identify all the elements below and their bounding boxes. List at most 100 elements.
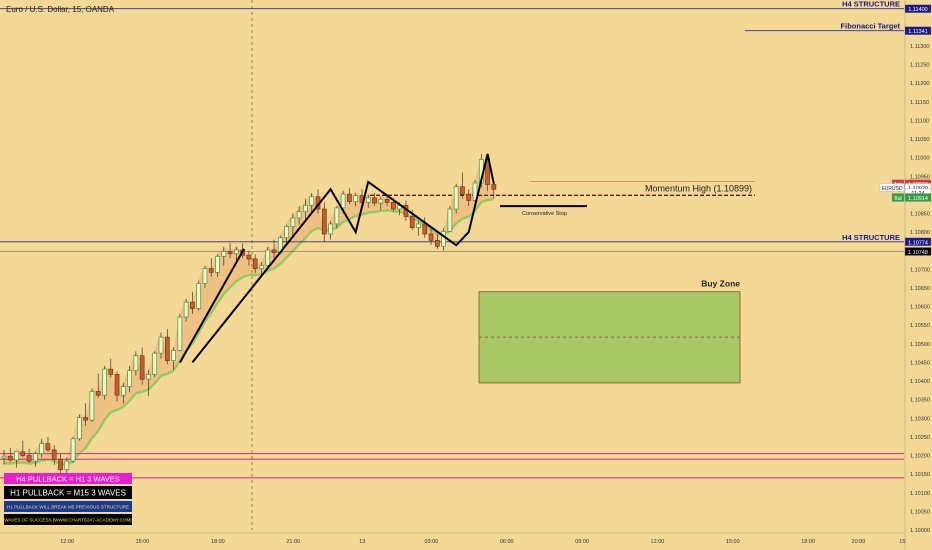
candle-body — [164, 336, 170, 361]
x-tick-label: 15 — [899, 539, 905, 545]
price-tag-label: Bid — [894, 196, 901, 202]
price-tag-value: 1.10774 — [908, 240, 928, 246]
y-tick-label: 1.10300 — [910, 416, 930, 422]
candle-body — [20, 451, 26, 456]
info-box-h4 — [4, 473, 132, 484]
candle-body — [347, 193, 352, 202]
y-tick-label: 1.11300 — [910, 44, 929, 50]
ema-fill — [4, 155, 494, 467]
candle-body — [422, 223, 428, 235]
candle-body — [328, 223, 333, 235]
y-tick-label: 1.10150 — [910, 472, 930, 478]
y-tick-label: 1.11100 — [910, 118, 929, 124]
price-tag-value: 1.10748 — [908, 250, 928, 256]
info-box-waves — [4, 514, 132, 525]
chart-title: Euro / U.S. Dollar, 15, OANDA — [6, 5, 115, 14]
y-tick-label: 1.11000 — [910, 156, 929, 162]
candle-body — [460, 186, 465, 195]
x-tick-label: 18:00 — [801, 539, 815, 545]
candle-body — [428, 233, 434, 241]
buy-zone[interactable] — [478, 291, 741, 384]
candle-body — [83, 417, 88, 421]
candle-body — [114, 374, 120, 396]
info-box-h1 — [4, 486, 132, 499]
candle-body — [309, 196, 315, 206]
y-tick-label: 1.10500 — [910, 342, 930, 348]
candle-body — [334, 207, 340, 225]
x-tick-label: 12:00 — [60, 539, 74, 545]
candle-body — [39, 443, 45, 455]
x-tick-label: 18:00 — [211, 539, 225, 545]
y-tick-label: 1.10550 — [910, 323, 930, 329]
buy-zone-label: Buy Zone — [701, 279, 740, 289]
candle-body — [271, 249, 277, 253]
candle-body — [409, 216, 415, 229]
x-axis[interactable]: 12:00 15:00 18:00 21:00 13 03:00 06:00 09:00 12:… — [0, 532, 932, 545]
y-tick-label: 1.10950 — [910, 174, 930, 180]
candle-body — [303, 204, 308, 212]
candle-body — [51, 449, 57, 460]
y-tick-label: 1.10600 — [910, 305, 930, 311]
info-text-h4: H4 PULLBACK = H1 3 WAVES — [16, 475, 120, 484]
info-box-break — [4, 501, 132, 512]
y-tick-label: 1.10200 — [910, 454, 930, 460]
info-boxes: H4 PULLBACK = H1 3 WAVES H1 PULLBACK = M1… — [4, 473, 132, 525]
buy-zone-layer[interactable]: Buy Zone — [478, 279, 741, 384]
x-tick-label: 03:00 — [424, 539, 438, 545]
candle-body — [139, 355, 145, 380]
candle-body — [265, 249, 271, 266]
x-tick-label: 12:00 — [651, 539, 665, 545]
candle-body — [259, 265, 264, 269]
candle-body — [14, 451, 19, 461]
candle-body — [45, 443, 51, 451]
x-tick-label: 21:00 — [286, 539, 300, 545]
structure-label: H4 STRUCTURE — [842, 233, 900, 242]
price-tag — [904, 4, 932, 13]
price-tag-value: 1.11400 — [908, 7, 927, 13]
y-tick-label: 1.10800 — [910, 230, 930, 236]
structure-label: H4 STRUCTURE — [842, 0, 900, 9]
candle-body — [365, 197, 371, 203]
candle-body — [1, 455, 7, 459]
y-tick-label: 1.10450 — [910, 360, 930, 366]
conservative-stop-label: Conservative Stop — [522, 211, 567, 217]
y-axis[interactable]: 1.11400 1.11300 1.11250 1.11200 1.11150 1.111… — [879, 0, 932, 550]
price-levels: H4 STRUCTURE Fibonacci Target H4 STRUCTURE… — [0, 0, 904, 479]
candle-body — [384, 199, 390, 203]
candle-body — [64, 460, 70, 471]
candle-body — [77, 417, 82, 440]
x-tick-label: 09:00 — [575, 539, 589, 545]
candle-body — [466, 193, 472, 201]
info-text-waves: WAVES OF SUCCESS [WWW.CHARTS247-ACADEMY.… — [4, 518, 131, 523]
x-tick-label: 06:00 — [500, 539, 514, 545]
candle-body — [391, 201, 396, 210]
price-tag-badge — [879, 183, 905, 192]
price-tag-value: 1.10914 — [908, 196, 928, 202]
candle-body — [152, 352, 158, 375]
candle-body — [234, 249, 239, 255]
y-tick-label: 1.10050 — [910, 509, 930, 515]
candle-body — [340, 193, 346, 209]
candle-body — [378, 199, 384, 204]
candle-body — [372, 197, 377, 204]
momentum-high-label: Momentum High (1.10899) — [645, 183, 752, 193]
candle-body — [485, 159, 490, 185]
candle-body — [158, 336, 164, 354]
y-tick-label: 1.10850 — [910, 212, 930, 218]
y-tick-label: 1.10250 — [910, 435, 930, 441]
candle-body — [227, 251, 233, 255]
swing-lines — [179, 153, 495, 364]
candle-body — [416, 223, 421, 229]
candle-body — [215, 255, 220, 273]
wave-swing-line — [191, 153, 495, 364]
candle-body — [89, 391, 95, 421]
y-tick-label: 1.10700 — [910, 267, 930, 273]
candle-body — [447, 208, 453, 232]
candle-body — [177, 316, 183, 351]
candle-body — [441, 231, 446, 247]
y-tick-label: 1.11050 — [910, 137, 929, 143]
y-tick-label: 1.11250 — [910, 63, 929, 69]
structure-label: Fibonacci Target — [841, 22, 901, 31]
